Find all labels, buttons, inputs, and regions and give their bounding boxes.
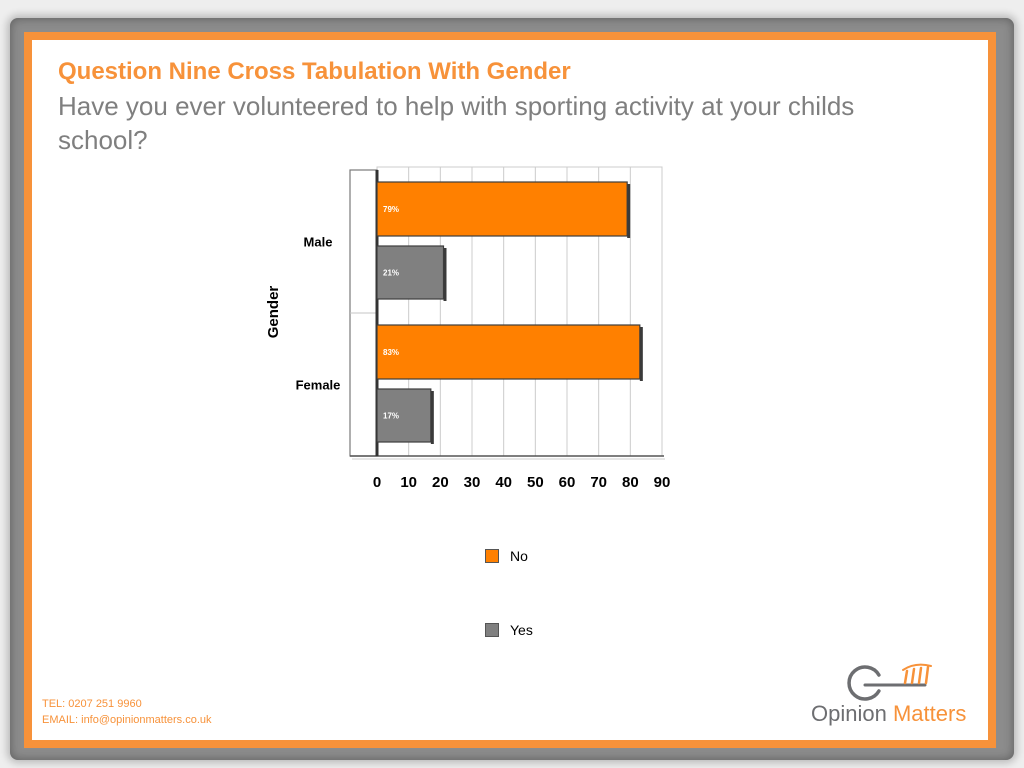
data-label-yes-female: 17% [383, 412, 399, 421]
x-tick-label: 50 [527, 474, 544, 491]
key-icon [847, 663, 932, 701]
x-tick-label: 20 [432, 474, 449, 491]
category-label-male: Male [304, 235, 333, 250]
x-tick-label: 30 [464, 474, 481, 491]
legend-label-no: No [510, 548, 528, 564]
x-tick-label: 70 [590, 474, 607, 491]
legend-swatch-yes [485, 623, 499, 637]
y-axis-label: Gender [265, 286, 282, 339]
slide-subtitle: Have you ever volunteered to help with s… [58, 91, 855, 155]
category-label-female: Female [296, 378, 341, 393]
bar-chart: 79% 21% Male 83% 17% Female 0 10 20 30 40 50 60 70 80 9… [265, 166, 671, 491]
bar-shadow-no-male [627, 184, 631, 238]
footer-email: EMAIL: info@opinionmatters.co.uk [42, 714, 212, 726]
x-tick-label: 60 [559, 474, 576, 491]
bar-yes-female [376, 388, 432, 443]
data-label-no-female: 83% [383, 348, 399, 357]
data-label-no-male: 79% [383, 205, 399, 214]
x-tick-label: 0 [373, 474, 381, 491]
x-tick-label: 80 [622, 474, 639, 491]
x-tick-label: 90 [654, 474, 671, 491]
legend-swatch-no [485, 549, 499, 563]
logo-word-matters: Matters [892, 701, 967, 726]
bar-shadow-yes-female [430, 391, 434, 444]
legend-item-yes: Yes [485, 622, 533, 638]
slide-title: Question Nine Cross Tabulation With Gend… [58, 58, 571, 85]
bar-no-male [376, 181, 628, 237]
logo-wordmark: Opinion Matters [811, 701, 966, 727]
bar-no-female [376, 324, 641, 380]
footer-phone: TEL: 0207 251 9960 [42, 698, 142, 710]
x-tick-label: 10 [400, 474, 417, 491]
data-label-yes-male: 21% [383, 269, 399, 278]
legend-item-no: No [485, 548, 528, 564]
logo-word-opinion: Opinion [811, 701, 887, 726]
legend-label-yes: Yes [510, 622, 533, 638]
bar-shadow-no-female [639, 327, 643, 381]
bar-shadow-yes-male [443, 248, 447, 301]
x-tick-label: 40 [495, 474, 512, 491]
bar-yes-male [376, 245, 445, 300]
